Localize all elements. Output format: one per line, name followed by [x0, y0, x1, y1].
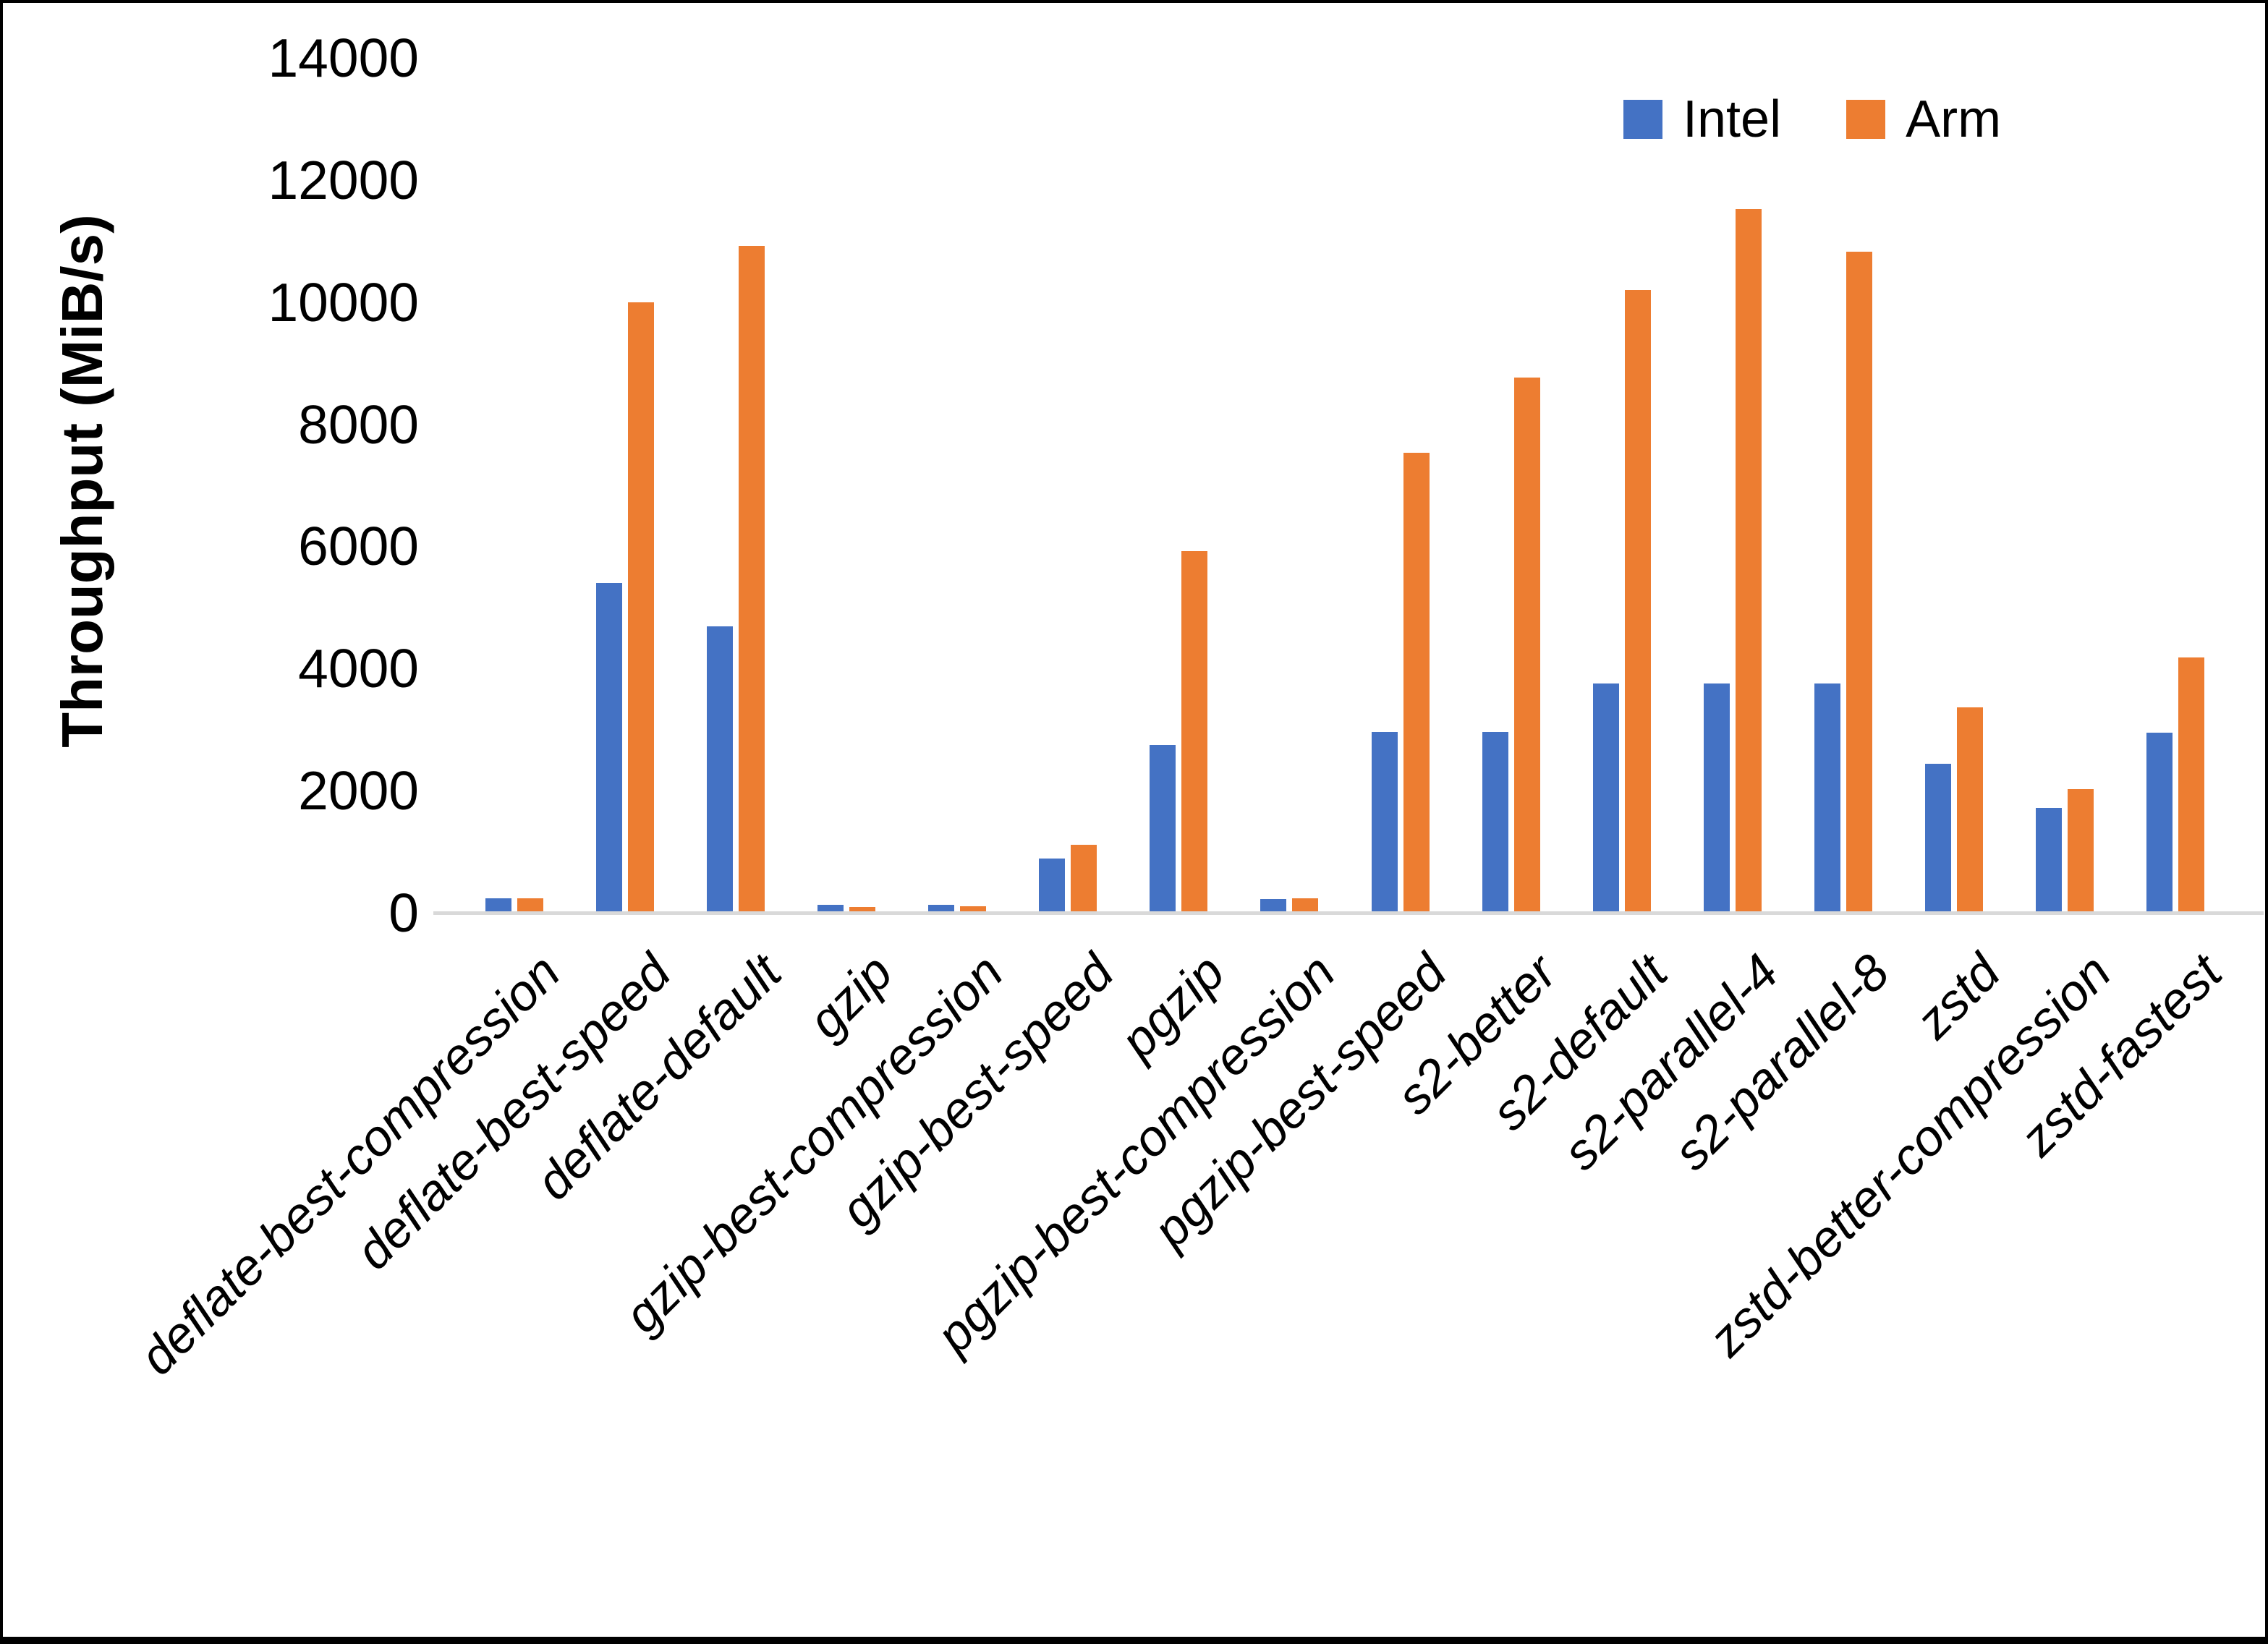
y-tick-label-12000: 12000: [268, 149, 419, 210]
bar-intel-zstd-better-compression: [2036, 808, 2062, 913]
y-tick-label-14000: 14000: [268, 27, 419, 88]
bar-intel-pgzip: [1150, 745, 1176, 913]
bar-intel-pgzip-best-compression: [1260, 899, 1286, 913]
bar-intel-zstd-fastest: [2146, 733, 2173, 913]
x-axis-line: [433, 911, 2264, 915]
bar-intel-deflate-best-compression: [485, 898, 511, 913]
y-tick-label-2000: 2000: [298, 760, 419, 822]
bar-intel-pgzip-best-speed: [1372, 732, 1398, 913]
bar-intel-gzip-best-speed: [1039, 859, 1065, 913]
bar-intel-s2-parallel-4: [1704, 683, 1730, 913]
bar-intel-s2-default: [1593, 683, 1619, 913]
bar-intel-deflate-best-speed: [596, 583, 622, 913]
y-axis-title: Throughput (MiB/s): [50, 214, 114, 748]
bar-arm-gzip-best-compression: [960, 906, 986, 913]
x-category-label-deflate-best-compression: deflate-best-compression: [128, 943, 571, 1386]
bar-intel-zstd: [1925, 764, 1951, 913]
y-tick-label-4000: 4000: [298, 638, 419, 699]
bar-intel-gzip-best-compression: [928, 905, 954, 913]
bar-arm-pgzip: [1181, 551, 1207, 913]
y-tick-label-6000: 6000: [298, 516, 419, 577]
bar-arm-deflate-default: [739, 246, 765, 913]
bar-arm-s2-better: [1514, 378, 1540, 913]
bar-intel-gzip: [817, 905, 844, 913]
bar-arm-pgzip-best-speed: [1403, 453, 1430, 913]
bar-arm-gzip-best-speed: [1071, 845, 1097, 913]
bar-arm-zstd-fastest: [2178, 657, 2204, 913]
bar-arm-deflate-best-speed: [628, 302, 654, 913]
bar-arm-gzip: [849, 907, 875, 913]
plot-area: [459, 58, 2231, 913]
bar-arm-pgzip-best-compression: [1292, 898, 1318, 913]
y-tick-label-10000: 10000: [268, 271, 419, 333]
bar-arm-deflate-best-compression: [517, 898, 543, 913]
bar-arm-zstd: [1957, 707, 1983, 913]
bar-intel-s2-parallel-8: [1814, 683, 1840, 913]
bar-intel-s2-better: [1482, 732, 1508, 913]
bar-intel-deflate-default: [707, 626, 733, 913]
legend-swatch-intel: [1623, 100, 1662, 139]
legend-label-arm: Arm: [1906, 90, 2002, 148]
y-tick-label-8000: 8000: [298, 393, 419, 455]
y-tick-label-0: 0: [388, 882, 419, 943]
legend-item-arm: Arm: [1846, 90, 2001, 149]
legend-swatch-arm: [1846, 100, 1886, 139]
legend-item-intel: Intel: [1623, 90, 1781, 149]
legend-label-intel: Intel: [1683, 90, 1782, 148]
bar-arm-s2-parallel-8: [1846, 252, 1872, 913]
bar-arm-s2-parallel-4: [1736, 209, 1762, 913]
legend: Intel Arm: [1623, 90, 2001, 149]
bar-arm-s2-default: [1625, 290, 1651, 913]
bar-arm-zstd-better-compression: [2068, 789, 2094, 913]
